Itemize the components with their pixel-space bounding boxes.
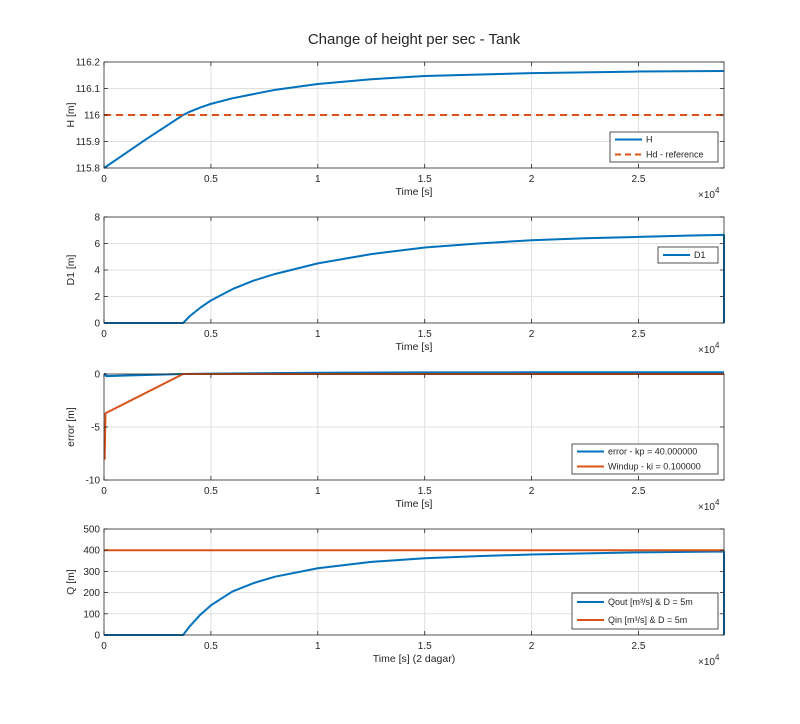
y-tick-label: 400 xyxy=(83,546,100,557)
legend: error - kp = 40.000000 Windup - ki = 0.10… xyxy=(571,443,719,475)
x-tick-label: 0 xyxy=(101,641,107,652)
y-tick-label: 0 xyxy=(94,631,100,642)
x-axis-label: Time [s] xyxy=(396,498,433,510)
legend-box xyxy=(609,131,719,163)
figure-title: Change of height per sec - Tank xyxy=(308,31,521,48)
x-tick-label: 0 xyxy=(101,174,107,185)
legend: H Hd - reference xyxy=(609,131,719,163)
x-tick-label: 1.5 xyxy=(418,641,432,652)
x-tick-label: 0.5 xyxy=(204,641,218,652)
legend-box xyxy=(571,443,719,475)
x-exponent-label: ×104 xyxy=(698,653,720,668)
series-line-1 xyxy=(104,550,725,636)
x-tick-label: 1 xyxy=(315,641,321,652)
legend-entry: D1 xyxy=(694,250,706,260)
y-tick-label: 116.2 xyxy=(76,58,101,69)
x-tick-label: 1 xyxy=(315,174,321,185)
legend: D1 xyxy=(657,246,719,264)
y-tick-label: 115.8 xyxy=(76,164,101,175)
x-axis-label: Time [s] xyxy=(396,341,433,353)
y-tick-label: 4 xyxy=(94,266,100,277)
y-tick-label: 300 xyxy=(83,567,100,578)
legend-entry: error - kp = 40.000000 xyxy=(608,447,697,457)
x-axis-label: Time [s] xyxy=(396,186,433,198)
y-tick-label: 0 xyxy=(94,319,100,330)
x-tick-label: 1 xyxy=(315,329,321,340)
x-exponent-label: ×104 xyxy=(698,186,720,201)
y-axis-label: error [m] xyxy=(65,407,77,447)
y-tick-label: 100 xyxy=(83,609,100,620)
x-tick-label: 2.5 xyxy=(632,329,646,340)
x-axis-label: Time [s] (2 dagar) xyxy=(373,653,455,665)
y-tick-label: 115.9 xyxy=(76,137,101,148)
y-tick-label: 200 xyxy=(83,588,100,599)
x-tick-label: 0 xyxy=(101,486,107,497)
subplot-1: 0 0.5 1 1.5 2 2.5 115.8 115.9 116 116.1 116.2 Time … xyxy=(65,58,725,201)
y-tick-label: 116 xyxy=(84,111,100,122)
x-tick-label: 2.5 xyxy=(632,641,646,652)
y-axis-label: Q [m] xyxy=(65,569,77,595)
legend-entry: Qout [m³/s] & D = 5m xyxy=(608,597,693,607)
x-tick-label: 0 xyxy=(101,329,107,340)
subplot-2: 0 0.5 1 1.5 2 2.5 0 2 4 6 8 Time [s] D1 [m] ×104 D1 xyxy=(65,213,725,356)
legend-entry: H xyxy=(646,135,653,145)
subplot-3: 0 0.5 1 1.5 2 2.5 -10 -5 0 Time [s] error [m] ×104 e… xyxy=(65,370,725,513)
y-tick-label: 2 xyxy=(94,292,100,303)
y-axis-label: D1 [m] xyxy=(65,254,77,285)
x-tick-label: 1.5 xyxy=(418,486,432,497)
x-tick-label: 0.5 xyxy=(204,174,218,185)
x-tick-label: 2 xyxy=(529,486,535,497)
x-exponent-label: ×104 xyxy=(698,341,720,356)
series-line-1 xyxy=(104,233,725,324)
x-tick-label: 2.5 xyxy=(632,486,646,497)
y-tick-label: -5 xyxy=(91,423,100,434)
x-tick-label: 2 xyxy=(529,329,535,340)
legend-entry: Windup - ki = 0.100000 xyxy=(608,462,701,472)
y-tick-label: 0 xyxy=(94,370,100,381)
x-tick-label: 2 xyxy=(529,174,535,185)
subplot-4: 0 0.5 1 1.5 2 2.5 0 100 200 300 400 500 Time [s] (2 … xyxy=(65,525,725,668)
legend-entry: Hd - reference xyxy=(646,150,704,160)
y-axis-label: H [m] xyxy=(65,102,77,127)
legend: Qout [m³/s] & D = 5m Qin [m³/s] & D = 5m xyxy=(571,592,719,630)
y-tick-label: 500 xyxy=(83,525,100,536)
x-tick-label: 1.5 xyxy=(418,329,432,340)
x-tick-label: 0.5 xyxy=(204,329,218,340)
x-tick-label: 1.5 xyxy=(418,174,432,185)
x-tick-label: 1 xyxy=(315,486,321,497)
y-tick-label: 6 xyxy=(94,239,100,250)
axes-box xyxy=(103,528,725,636)
legend-entry: Qin [m³/s] & D = 5m xyxy=(608,615,687,625)
x-exponent-label: ×104 xyxy=(698,498,720,513)
x-tick-label: 2.5 xyxy=(632,174,646,185)
x-tick-label: 0.5 xyxy=(204,486,218,497)
legend-box xyxy=(571,592,719,630)
y-tick-label: -10 xyxy=(86,476,101,487)
x-tick-label: 2 xyxy=(529,641,535,652)
y-tick-label: 116.1 xyxy=(76,84,101,95)
y-tick-label: 8 xyxy=(94,213,100,224)
series-line-1 xyxy=(103,70,725,169)
